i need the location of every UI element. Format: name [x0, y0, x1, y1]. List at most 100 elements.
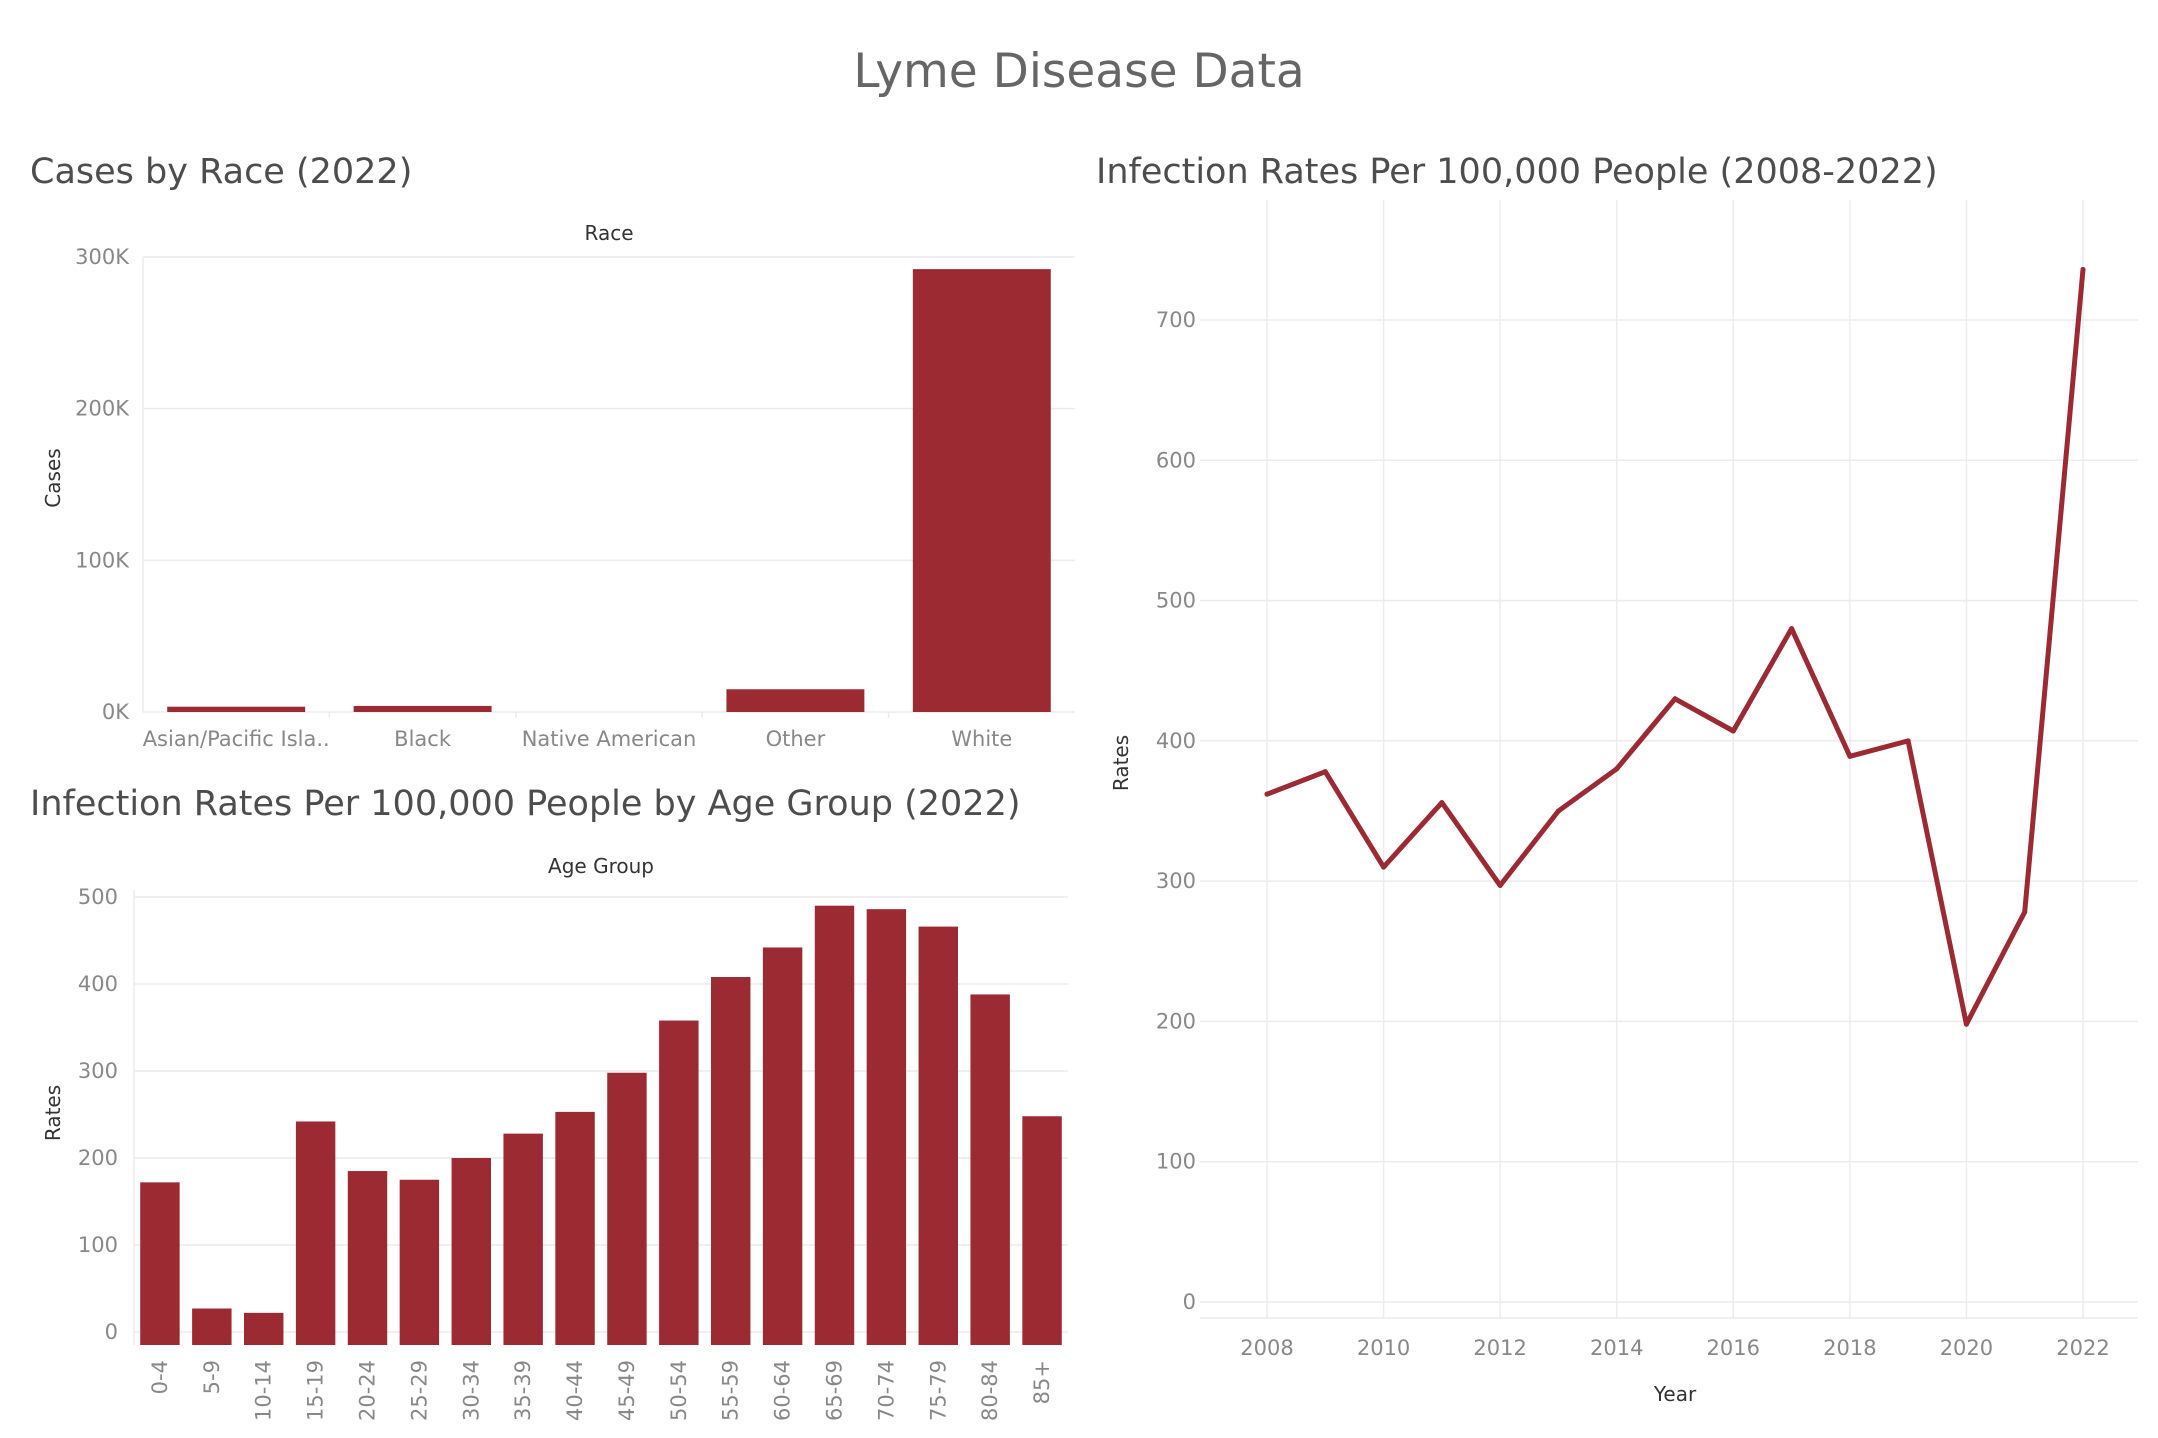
race-bar-chart: Race Cases 0K 100K 200K 300K Asian/Pacific …: [41, 221, 1075, 751]
rate-data-point[interactable]: [1497, 882, 1503, 888]
trend-y-axis-title: Rates: [1109, 735, 1133, 791]
rate-data-point[interactable]: [1264, 791, 1270, 797]
age-y-tick-label: 300: [78, 1059, 118, 1083]
trend-y-tick-label: 200: [1156, 1009, 1196, 1033]
age-bar[interactable]: [347, 1171, 388, 1345]
age-y-tick-label: 500: [78, 885, 118, 909]
rate-data-point[interactable]: [1730, 728, 1736, 734]
age-bar[interactable]: [555, 1111, 595, 1345]
race-x-tick-label: Native American: [522, 727, 697, 751]
trend-x-tick-label: 2014: [1590, 1336, 1643, 1360]
age-x-tick-label: 25-29: [407, 1360, 431, 1421]
age-group-bar-chart: Age Group Rates 0 100 200 300 400 500 0-4 5-9 1…: [41, 854, 1068, 1421]
race-y-tick-label: 0K: [102, 700, 130, 724]
age-bar[interactable]: [192, 1308, 232, 1345]
trend-chart-title: Infection Rates Per 100,000 People (2008…: [1096, 152, 1938, 192]
rate-data-point[interactable]: [1555, 808, 1561, 814]
age-x-tick-label: 80-84: [978, 1360, 1002, 1421]
trend-y-tick-label: 100: [1156, 1150, 1196, 1174]
age-bar[interactable]: [918, 926, 958, 1345]
age-bar[interactable]: [399, 1179, 440, 1345]
race-x-tick-label: Asian/Pacific Isla..: [143, 727, 330, 751]
age-bar[interactable]: [607, 1072, 647, 1345]
age-x-tick-label: 15-19: [304, 1360, 328, 1421]
age-y-tick-label: 0: [105, 1320, 118, 1344]
trend-x-tick-label: 2010: [1357, 1336, 1410, 1360]
race-x-tick-label: Black: [394, 727, 452, 751]
age-x-tick-label: 40-44: [563, 1360, 587, 1421]
race-y-tick-label: 100K: [75, 548, 130, 572]
age-bar[interactable]: [295, 1121, 336, 1345]
age-x-tick-label: 85+: [1030, 1360, 1054, 1404]
age-bar[interactable]: [711, 977, 751, 1345]
age-bar[interactable]: [762, 947, 803, 1345]
age-bar[interactable]: [659, 1020, 699, 1345]
race-column-header: Race: [584, 221, 633, 245]
age-bar[interactable]: [503, 1133, 543, 1345]
age-x-tick-label: 30-34: [459, 1360, 483, 1421]
race-chart-title: Cases by Race (2022): [30, 152, 413, 192]
age-x-tick-label: 5-9: [200, 1360, 224, 1394]
trend-x-tick-label: 2008: [1240, 1336, 1293, 1360]
rate-data-point[interactable]: [1963, 1021, 1969, 1027]
rate-data-point[interactable]: [1789, 626, 1795, 632]
age-bar[interactable]: [866, 909, 907, 1345]
rate-data-point[interactable]: [1439, 800, 1445, 806]
age-x-tick-label: 55-59: [719, 1360, 743, 1421]
race-y-tick-label: 300K: [75, 245, 130, 269]
rate-data-point[interactable]: [2080, 266, 2086, 272]
trend-x-tick-label: 2016: [1707, 1336, 1760, 1360]
age-bar[interactable]: [1022, 1116, 1062, 1345]
trend-x-tick-label: 2018: [1823, 1336, 1876, 1360]
rate-data-point[interactable]: [1905, 738, 1911, 744]
age-y-axis-title: Rates: [41, 1085, 65, 1141]
age-bar[interactable]: [970, 994, 1010, 1345]
trend-x-tick-label: 2012: [1473, 1336, 1526, 1360]
age-x-tick-label: 75-79: [926, 1360, 950, 1421]
trend-x-tick-label: 2022: [2056, 1336, 2109, 1360]
race-y-axis-title: Cases: [41, 448, 65, 507]
rate-series-line: [1264, 267, 2086, 1027]
age-x-tick-label: 50-54: [667, 1360, 691, 1421]
rate-data-point[interactable]: [2022, 909, 2028, 915]
race-bar[interactable]: [353, 705, 492, 712]
race-bar[interactable]: [726, 689, 865, 712]
age-x-tick-label: 10-14: [252, 1360, 276, 1421]
age-x-tick-label: 0-4: [148, 1360, 172, 1394]
trend-y-tick-label: 300: [1156, 869, 1196, 893]
age-x-tick-label: 45-49: [615, 1360, 639, 1421]
age-y-tick-label: 400: [78, 972, 118, 996]
rate-data-point[interactable]: [1381, 864, 1387, 870]
race-x-tick-label: White: [951, 727, 1012, 751]
rate-data-point[interactable]: [1672, 696, 1678, 702]
age-x-tick-label: 60-64: [771, 1360, 795, 1421]
trend-y-tick-label: 400: [1156, 729, 1196, 753]
race-x-tick-label: Other: [766, 727, 826, 751]
age-bar[interactable]: [140, 1182, 180, 1345]
trend-y-tick-label: 500: [1156, 589, 1196, 613]
race-y-tick-label: 200K: [75, 397, 130, 421]
trend-x-axis-title: Year: [1653, 1382, 1697, 1406]
trend-y-tick-label: 600: [1156, 448, 1196, 472]
rate-data-point[interactable]: [1322, 769, 1328, 775]
trend-x-tick-label: 2020: [1940, 1336, 1993, 1360]
trend-y-tick-label: 700: [1156, 308, 1196, 332]
age-bar[interactable]: [814, 905, 855, 1345]
age-chart-title: Infection Rates Per 100,000 People by Ag…: [30, 784, 1021, 824]
age-x-tick-label: 70-74: [874, 1360, 898, 1421]
race-bar[interactable]: [167, 706, 306, 712]
rate-data-point[interactable]: [1847, 753, 1853, 759]
age-bar[interactable]: [244, 1312, 284, 1345]
age-x-tick-label: 35-39: [511, 1360, 535, 1421]
dashboard-title: Lyme Disease Data: [853, 44, 1305, 99]
age-y-tick-label: 200: [78, 1146, 118, 1170]
rate-data-point[interactable]: [1614, 766, 1620, 772]
age-column-header: Age Group: [548, 854, 654, 878]
age-x-tick-label: 20-24: [356, 1360, 380, 1421]
trend-y-tick-label: 0: [1183, 1290, 1196, 1314]
age-x-tick-label: 65-69: [823, 1360, 847, 1421]
age-y-tick-label: 100: [78, 1233, 118, 1257]
age-bar[interactable]: [451, 1158, 491, 1345]
race-bar[interactable]: [912, 269, 1051, 712]
